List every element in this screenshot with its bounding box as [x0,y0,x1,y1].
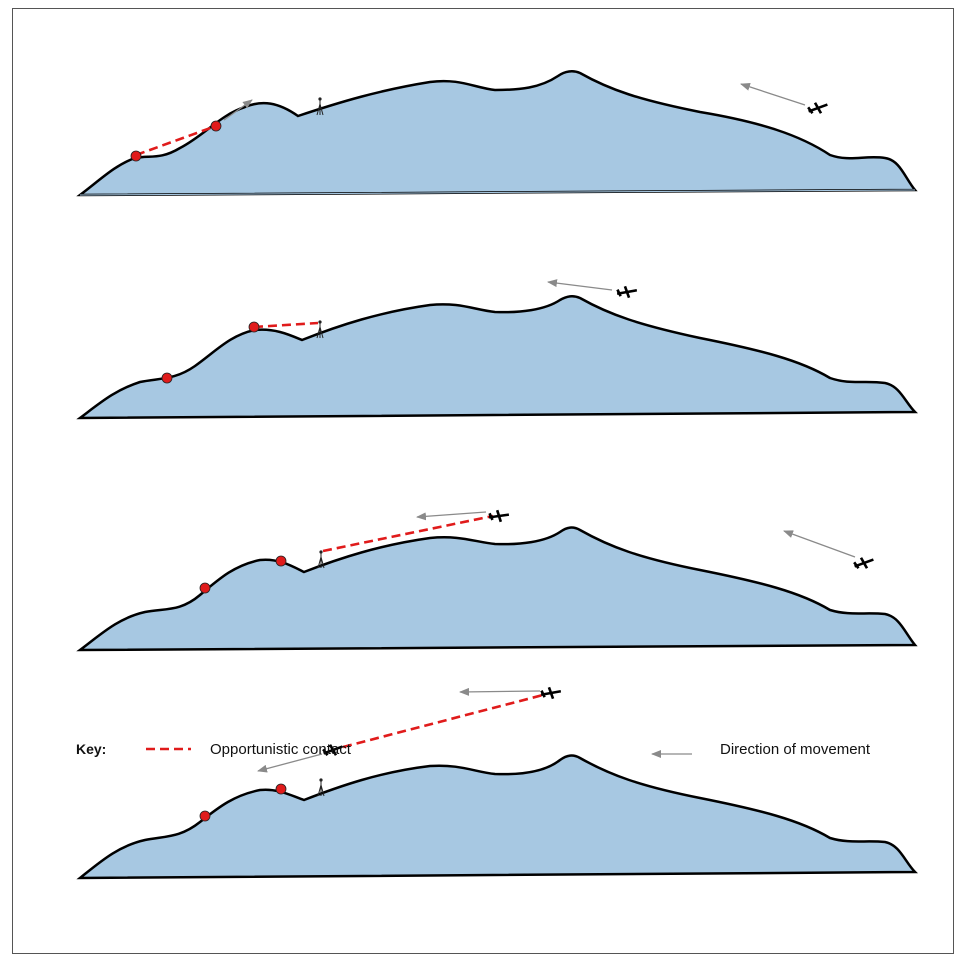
movement-arrow-icon [416,511,487,521]
legend [146,747,692,758]
scenario-panel-3 [76,507,918,652]
ground-station-icon [317,777,325,797]
scenario-panel-2 [76,279,918,420]
aircraft-icon [614,283,640,301]
scenario-panel-4 [76,684,918,880]
legend-contact-label: Opportunistic contact [210,741,351,758]
movement-arrow-icon [257,753,323,773]
movement-arrow-icon [223,99,253,121]
opportunistic-contact-line [253,321,319,329]
movement-arrow-icon [783,530,856,558]
movement-arrow-icon [547,279,613,291]
aircraft-icon [805,97,831,119]
person-marker-icon [199,582,211,594]
aircraft-icon [486,507,512,525]
person-marker-icon [210,120,222,132]
movement-arrow-icon [740,83,806,106]
ground-station-icon [317,549,325,569]
movement-arrow-icon [459,687,541,696]
terrain-profile [76,295,918,420]
opportunistic-contact-line [135,124,217,157]
person-marker-icon [248,321,260,333]
scenario-panel-1 [76,70,918,197]
aircraft-icon [538,684,564,702]
person-marker-icon [275,555,287,567]
person-marker-icon [161,372,173,384]
terrain-profile [76,70,918,197]
person-marker-icon [275,783,287,795]
opportunistic-contact-line [342,693,544,749]
ground-station-icon [316,96,324,116]
legend-movement-label: Direction of movement [720,741,871,758]
person-marker-icon [199,810,211,822]
aircraft-icon [851,552,877,574]
legend-title: Key: [76,741,107,757]
person-marker-icon [130,150,142,162]
opportunistic-contact-line [322,514,494,553]
